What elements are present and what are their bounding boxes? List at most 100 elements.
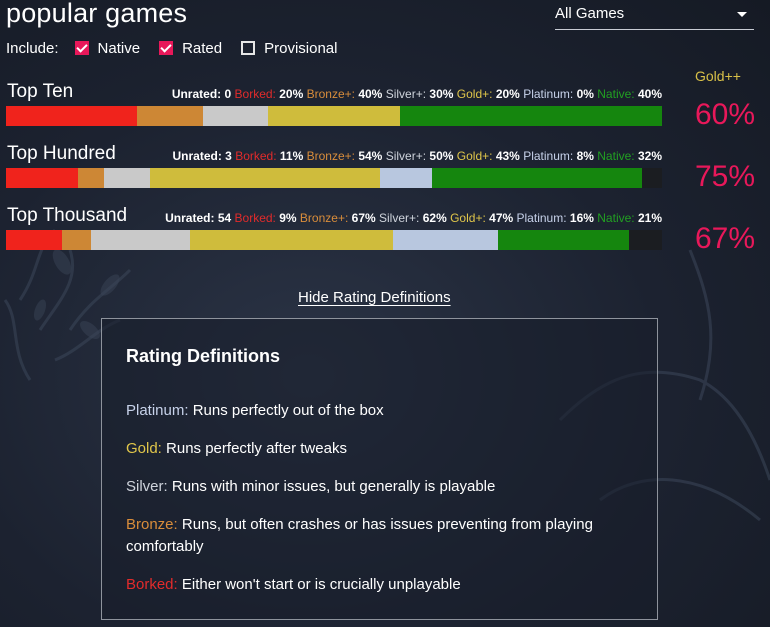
hide-rating-definitions-link[interactable]: Hide Rating Definitions (298, 289, 451, 306)
bar-segment-silver (91, 230, 190, 250)
stat-label-silver: Silver+: (379, 211, 420, 225)
definition-bronze: Bronze: Runs, but often crashes or has i… (126, 514, 636, 558)
definition-text: Runs perfectly out of the box (192, 402, 384, 419)
definition-text: Runs perfectly after tweaks (166, 440, 347, 457)
stat-label-native: Native: (597, 149, 635, 163)
bar-segment-bronze (61, 230, 92, 250)
checkbox-label: Provisional (264, 39, 338, 57)
definition-term: Platinum: (126, 402, 189, 419)
stat-label-bronze: Bronze+: (299, 211, 349, 225)
include-provisional-checkbox[interactable]: Provisional (241, 40, 337, 57)
stat-label-bronze: Bronze+: (306, 87, 355, 101)
games-filter-value: All Games (555, 5, 625, 22)
include-native-checkbox[interactable]: Native (74, 39, 141, 57)
rating-bar (6, 106, 662, 126)
stat-label-platinum: Platinum: (523, 87, 574, 101)
include-label: Include: (6, 39, 59, 57)
stat-label-native: Native: (597, 211, 635, 225)
stat-value-gold: 43% (495, 149, 520, 163)
gold-plus-percent: 75% (695, 160, 756, 193)
stat-label-silver: Silver+: (385, 149, 427, 163)
stat-value-bronze: 54% (358, 149, 383, 163)
row-title: Top Hundred (7, 143, 116, 164)
bar-segment-borked (6, 230, 62, 250)
rating-definitions-panel: Rating Definitions Platinum: Runs perfec… (101, 318, 658, 620)
checkbox-icon[interactable] (241, 41, 256, 55)
stat-value-bronze: 40% (358, 87, 383, 101)
stat-value-unrated: 0 (224, 87, 232, 101)
definition-term: Gold: (126, 440, 162, 457)
rating-bar (6, 230, 662, 250)
bar-segment-silver (104, 168, 151, 188)
gold-plus-percent: 67% (695, 222, 756, 255)
caret-down-icon (737, 12, 747, 17)
bar-segment-bronze (78, 168, 105, 188)
checkbox-label: Native (97, 39, 141, 57)
checkbox-icon[interactable] (74, 41, 89, 55)
stat-value-borked: 20% (279, 87, 304, 101)
stat-label-gold: Gold+: (456, 87, 493, 101)
stat-value-bronze: 67% (351, 211, 376, 225)
definitions-title: Rating Definitions (126, 346, 280, 366)
definition-platinum: Platinum: Runs perfectly out of the box (126, 400, 636, 422)
stat-value-native: 40% (637, 87, 662, 101)
stat-value-borked: 9% (279, 211, 297, 225)
bar-segment-gold (189, 230, 394, 250)
stat-value-native: 32% (637, 149, 662, 163)
bar-segment-native (432, 168, 643, 188)
bar-segment-platinum (393, 230, 498, 250)
definition-borked: Borked: Either won't start or is crucial… (126, 574, 636, 596)
stat-value-gold: 20% (495, 87, 520, 101)
include-rated-checkbox[interactable]: Rated (159, 40, 222, 57)
bar-segment-unrated (642, 168, 662, 188)
bar-segment-native (497, 230, 630, 250)
bar-segment-gold (268, 106, 400, 126)
bar-segment-platinum (379, 168, 433, 188)
stat-label-gold: Gold+: (456, 149, 493, 163)
bar-segment-bronze (137, 106, 203, 126)
definition-text: Runs with minor issues, but generally is… (171, 478, 496, 495)
stat-label-borked: Borked: (234, 211, 276, 225)
definition-term: Bronze: (126, 516, 178, 533)
definition-gold: Gold: Runs perfectly after tweaks (126, 438, 636, 460)
checkbox-label: Rated (182, 39, 223, 57)
stat-value-silver: 50% (429, 149, 454, 163)
rating-bar (6, 168, 662, 188)
stat-value-platinum: 8% (576, 149, 594, 163)
bar-segment-borked (6, 106, 138, 126)
stat-value-unrated: 54 (217, 211, 232, 225)
row-stats: Unrated: 54 Borked: 9% Bronze+: 67% Silv… (165, 211, 662, 225)
stat-value-borked: 11% (279, 149, 304, 163)
row-title: Top Ten (7, 81, 74, 102)
stat-label-unrated: Unrated: (172, 149, 222, 163)
stat-label-unrated: Unrated: (165, 211, 215, 225)
row-stats: Unrated: 0 Borked: 20% Bronze+: 40% Silv… (172, 87, 662, 101)
stat-value-gold: 47% (489, 211, 514, 225)
definition-text: Runs, but often crashes or has issues pr… (126, 516, 593, 555)
bar-segment-borked (6, 168, 79, 188)
include-filters: Include: Native Rated Provisional (6, 38, 356, 58)
definition-text: Either won't start or is crucially unpla… (181, 576, 461, 593)
gold-plus-percent: 60% (695, 98, 756, 131)
stat-value-platinum: 16% (569, 211, 594, 225)
games-filter-select[interactable]: All Games (555, 0, 754, 30)
stat-label-gold: Gold+: (450, 211, 486, 225)
stat-value-native: 21% (637, 211, 662, 225)
stat-label-borked: Borked: (235, 149, 277, 163)
row-stats: Unrated: 3 Borked: 11% Bronze+: 54% Silv… (172, 149, 662, 163)
row-title: Top Thousand (7, 205, 128, 226)
stat-value-silver: 62% (422, 211, 447, 225)
checkbox-icon[interactable] (159, 41, 174, 55)
bar-segment-gold (150, 168, 380, 188)
definition-term: Borked: (126, 576, 178, 593)
stat-label-platinum: Platinum: (516, 211, 567, 225)
stat-label-borked: Borked: (234, 87, 276, 101)
stat-label-bronze: Bronze+: (306, 149, 355, 163)
bar-segment-unrated (629, 230, 662, 250)
page-title: popular games (6, 0, 188, 28)
stat-value-platinum: 0% (576, 87, 594, 101)
gold-plus-header: Gold++ (695, 68, 741, 84)
stat-value-silver: 30% (429, 87, 454, 101)
bar-segment-silver (202, 106, 269, 126)
bar-segment-native (399, 106, 662, 126)
